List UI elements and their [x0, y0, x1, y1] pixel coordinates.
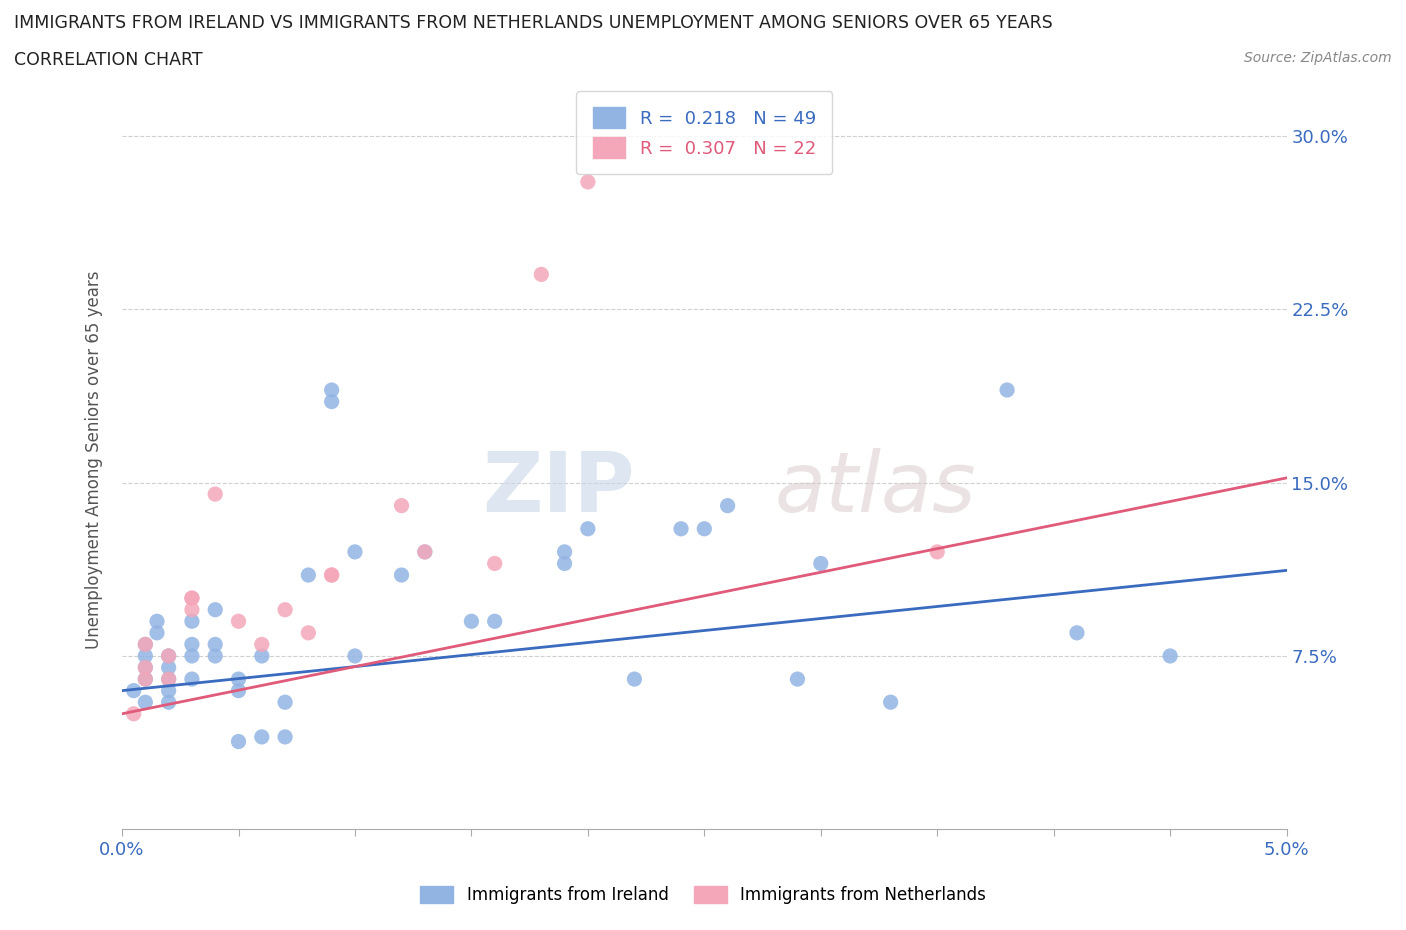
Point	[157, 648, 180, 663]
Point	[181, 603, 204, 618]
Point	[134, 637, 156, 652]
Point	[157, 648, 180, 663]
Text: atlas: atlas	[775, 448, 976, 529]
Point	[413, 544, 436, 559]
Point	[181, 614, 204, 629]
Text: IMMIGRANTS FROM IRELAND VS IMMIGRANTS FROM NETHERLANDS UNEMPLOYMENT AMONG SENIOR: IMMIGRANTS FROM IRELAND VS IMMIGRANTS FR…	[14, 14, 1053, 32]
Point	[413, 544, 436, 559]
Point	[484, 614, 506, 629]
Point	[810, 556, 832, 571]
Text: CORRELATION CHART: CORRELATION CHART	[14, 51, 202, 69]
Point	[134, 648, 156, 663]
Point	[693, 522, 716, 537]
Point	[879, 695, 901, 710]
Point	[157, 660, 180, 675]
Point	[146, 625, 169, 640]
Point	[343, 648, 366, 663]
Point	[786, 671, 808, 686]
Point	[321, 567, 343, 582]
Point	[623, 671, 645, 686]
Point	[995, 382, 1018, 397]
Point	[122, 684, 145, 698]
Y-axis label: Unemployment Among Seniors over 65 years: Unemployment Among Seniors over 65 years	[86, 270, 103, 648]
Point	[927, 544, 949, 559]
Point	[157, 695, 180, 710]
Point	[228, 614, 250, 629]
Point	[228, 671, 250, 686]
Point	[460, 614, 482, 629]
Point	[157, 671, 180, 686]
Point	[1159, 648, 1181, 663]
Point	[228, 734, 250, 749]
Point	[157, 671, 180, 686]
Point	[1066, 625, 1088, 640]
Point	[250, 648, 273, 663]
Point	[274, 603, 297, 618]
Point	[181, 591, 204, 605]
Text: Source: ZipAtlas.com: Source: ZipAtlas.com	[1244, 51, 1392, 65]
Point	[122, 706, 145, 721]
Point	[391, 567, 413, 582]
Point	[321, 382, 343, 397]
Point	[134, 660, 156, 675]
Point	[146, 614, 169, 629]
Point	[181, 637, 204, 652]
Point	[134, 671, 156, 686]
Point	[274, 729, 297, 744]
Point	[576, 522, 599, 537]
Point	[321, 394, 343, 409]
Point	[576, 175, 599, 190]
Point	[134, 660, 156, 675]
Point	[391, 498, 413, 513]
Point	[204, 637, 226, 652]
Point	[250, 637, 273, 652]
Point	[343, 544, 366, 559]
Point	[554, 556, 576, 571]
Point	[134, 637, 156, 652]
Point	[274, 695, 297, 710]
Point	[484, 556, 506, 571]
Point	[204, 648, 226, 663]
Text: ZIP: ZIP	[482, 448, 634, 529]
Legend: Immigrants from Ireland, Immigrants from Netherlands: Immigrants from Ireland, Immigrants from…	[412, 878, 994, 912]
Point	[297, 625, 319, 640]
Point	[181, 648, 204, 663]
Point	[554, 544, 576, 559]
Point	[669, 522, 692, 537]
Point	[181, 591, 204, 605]
Point	[530, 267, 553, 282]
Point	[134, 695, 156, 710]
Point	[181, 671, 204, 686]
Point	[204, 486, 226, 501]
Point	[297, 567, 319, 582]
Point	[134, 671, 156, 686]
Point	[321, 567, 343, 582]
Legend: R =  0.218   N = 49, R =  0.307   N = 22: R = 0.218 N = 49, R = 0.307 N = 22	[576, 91, 832, 174]
Point	[157, 684, 180, 698]
Point	[204, 603, 226, 618]
Point	[250, 729, 273, 744]
Point	[228, 684, 250, 698]
Point	[717, 498, 740, 513]
